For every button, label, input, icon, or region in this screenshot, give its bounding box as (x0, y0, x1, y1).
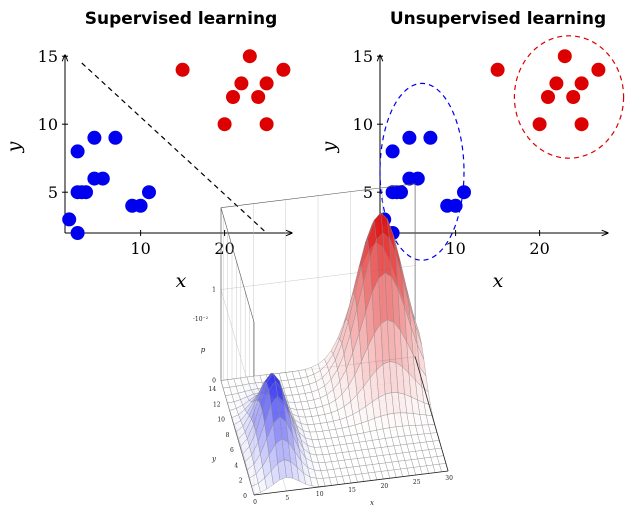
unsupervised-y-label: y (318, 141, 340, 153)
surface-z-label: p (201, 346, 206, 354)
x-tick-label: 20 (529, 239, 549, 258)
cluster-ellipse (379, 82, 465, 261)
supervised-y-label: y (3, 141, 25, 153)
supervised-x-label: x (176, 270, 187, 292)
supervised-points (62, 49, 291, 240)
surface-y-tick-label: 6 (230, 447, 234, 454)
y-tick-label: 5 (48, 183, 58, 202)
blue-data-point (448, 198, 463, 213)
blue-data-point (87, 130, 102, 145)
red-data-point (217, 117, 232, 132)
red-data-point (591, 62, 606, 77)
surface-x-tick-label: 25 (413, 479, 421, 486)
surface-x-tick-label: 10 (316, 491, 324, 498)
surface-x-tick-label: 0 (253, 499, 257, 506)
surface-x-label: x (370, 499, 374, 507)
y-tick-label: 15 (38, 47, 58, 66)
blue-data-point (142, 185, 156, 200)
surface-x-tick-label: 20 (381, 483, 389, 490)
blue-data-point (423, 130, 438, 145)
unsupervised-annotations (379, 35, 625, 261)
surface-z-tick-label: 0 (212, 378, 216, 385)
unsupervised-axes: 10 20 5 10 15 (353, 47, 608, 258)
red-data-point (574, 117, 589, 132)
surface-y-tick-label: 4 (234, 462, 238, 469)
surface-front-edges (253, 356, 449, 496)
red-data-point (557, 49, 572, 64)
blue-data-point (385, 144, 400, 159)
surface-y-tick-label: 12 (213, 401, 221, 408)
surface-x-tick-label: 30 (445, 475, 453, 482)
x-tick-label: 20 (214, 239, 234, 258)
unsupervised-title: Unsupervised learning (390, 9, 606, 29)
supervised-annotations (81, 62, 268, 234)
red-data-point (541, 90, 555, 104)
surface-y-tick-label: 2 (239, 478, 243, 485)
blue-data-point (95, 171, 110, 186)
surface-mesh (220, 212, 449, 495)
surface-x-tick-label: 5 (285, 495, 289, 502)
red-data-point (276, 62, 291, 77)
surface-y-tick-label: 14 (209, 386, 217, 393)
red-data-point (259, 76, 274, 91)
supervised-title: Supervised learning (85, 9, 278, 29)
unsupervised-points (377, 49, 606, 240)
blue-data-point (108, 130, 123, 145)
cluster-ellipse (513, 35, 625, 159)
red-data-point (175, 62, 190, 77)
surface-z-multiplier: ·10⁻² (193, 316, 209, 323)
red-data-point (549, 76, 564, 91)
red-data-point (259, 117, 274, 132)
blue-data-point (70, 226, 85, 240)
surface-x-tick-label: 15 (348, 487, 356, 494)
y-tick-label: 10 (38, 115, 58, 134)
blue-data-point (457, 185, 471, 200)
surface-z-tick-label: 1 (212, 287, 216, 294)
blue-data-point (62, 212, 77, 227)
surface-y-tick-label: 8 (226, 432, 230, 439)
red-data-point (574, 76, 589, 91)
blue-data-point (410, 171, 425, 186)
red-data-point (490, 62, 505, 77)
red-data-point (242, 49, 257, 64)
blue-data-point (133, 198, 148, 213)
unsupervised-chart: Unsupervised learning 10 20 5 10 15 x y (318, 9, 625, 292)
surface-y-tick-label: 10 (217, 417, 225, 424)
supervised-chart: Supervised learning 10 20 5 10 15 x y (3, 9, 292, 292)
red-data-point (251, 90, 266, 104)
blue-data-point (385, 185, 400, 200)
y-tick-label: 5 (363, 183, 373, 202)
surface-y-tick-label: 0 (243, 493, 247, 500)
supervised-axes: 10 20 5 10 15 (38, 47, 292, 258)
red-data-point (226, 90, 240, 104)
y-tick-label: 15 (353, 47, 373, 66)
unsupervised-x-label: x (493, 270, 504, 292)
surface-y-label: y (211, 455, 217, 463)
x-tick-label: 10 (445, 239, 465, 258)
blue-data-point (70, 185, 85, 200)
red-data-point (234, 76, 249, 91)
blue-data-point (402, 130, 417, 145)
decision-boundary-line (81, 62, 268, 234)
red-data-point (532, 117, 547, 132)
x-tick-label: 10 (130, 239, 150, 258)
y-tick-label: 10 (353, 115, 373, 134)
blue-data-point (70, 144, 85, 159)
red-data-point (566, 90, 581, 104)
